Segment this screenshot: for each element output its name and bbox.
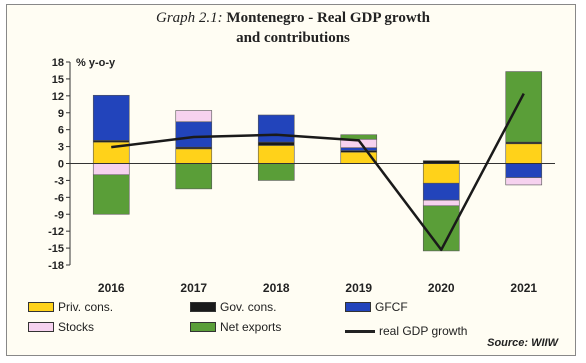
x-tick-label-2021: 2021 [510, 281, 537, 295]
y-tick-label: -9 [54, 209, 64, 221]
bar-stocks-2017 [175, 110, 213, 123]
y-tick-label: 6 [58, 125, 64, 137]
legend-swatch-gov-cons [190, 302, 216, 312]
title-prefix: Graph 2.1: [155, 10, 223, 26]
legend-swatch-gfcf [345, 302, 371, 312]
bar-gfcf-2017 [175, 121, 213, 148]
legend-gov-cons: Gov. cons. [190, 300, 276, 314]
y-tick-label: -3 [54, 175, 64, 187]
bar-net-exports-2017 [175, 163, 213, 190]
legend-label-gov-cons: Gov. cons. [220, 300, 277, 314]
legend-priv-cons: Priv. cons. [28, 300, 113, 314]
legend-label-gfcf: GFCF [375, 300, 408, 314]
legend-stocks: Stocks [28, 320, 94, 334]
y-tick-label: 9 [58, 108, 64, 120]
y-tick-label: 12 [52, 91, 64, 103]
legend-swatch-gdp-line [345, 329, 375, 333]
bar-gfcf-2019 [340, 147, 378, 151]
bar-net-exports-2016 [92, 174, 130, 215]
y-tick-label: -18 [48, 260, 64, 272]
bar-gfcf-2016 [92, 94, 130, 141]
bar-gfcf-2018 [257, 114, 295, 143]
legend-swatch-priv-cons [28, 302, 54, 312]
legend-gdp-line: real GDP growth [345, 324, 467, 338]
bar-priv-cons-2018 [257, 145, 295, 164]
bar-stocks-2020 [422, 199, 460, 207]
y-tick-label: 18 [52, 57, 64, 69]
bar-gov-cons-2018 [257, 141, 295, 146]
bar-stocks-2021 [505, 177, 543, 186]
bar-stocks-2016 [92, 163, 130, 176]
x-tick-label-2017: 2017 [180, 281, 207, 295]
y-tick-label: -6 [54, 192, 64, 204]
bar-net-exports-2021 [505, 71, 543, 143]
y-tick-label: -12 [48, 226, 64, 238]
title-line-2: and contributions [236, 30, 350, 46]
bar-gfcf-2020 [422, 182, 460, 201]
bar-priv-cons-2021 [505, 143, 543, 164]
bar-priv-cons-2020 [422, 163, 460, 184]
gdp-growth-line [111, 92, 525, 252]
y-tick-label: 15 [52, 74, 64, 86]
legend-swatch-net-exports [190, 322, 216, 332]
legend-gfcf: GFCF [345, 300, 408, 314]
source-note: Source: WIIW [487, 337, 558, 349]
legend-net-exports: Net exports [190, 320, 281, 334]
chart-title: Graph 2.1: Montenegro - Real GDP growth … [0, 8, 586, 48]
y-tick-label: -15 [48, 243, 64, 255]
bar-gfcf-2021 [505, 163, 543, 178]
x-tick-label-2018: 2018 [263, 281, 290, 295]
legend-swatch-stocks [28, 322, 54, 332]
bar-priv-cons-2017 [175, 148, 213, 164]
y-tick-label: 3 [58, 142, 64, 154]
title-line-1: Montenegro - Real GDP growth [226, 10, 430, 26]
legend-label-priv-cons: Priv. cons. [58, 300, 114, 314]
x-tick-label-2016: 2016 [98, 281, 125, 295]
y-tick-label: 0 [58, 159, 64, 171]
legend-label-gdp-line: real GDP growth [379, 324, 468, 338]
legend-label-stocks: Stocks [58, 320, 95, 334]
legend-label-net-exports: Net exports [220, 320, 282, 334]
bar-net-exports-2018 [257, 163, 295, 181]
y-axis-label: % y-o-y [76, 57, 116, 69]
x-tick-label-2020: 2020 [428, 281, 455, 295]
x-tick-label-2019: 2019 [345, 281, 372, 295]
